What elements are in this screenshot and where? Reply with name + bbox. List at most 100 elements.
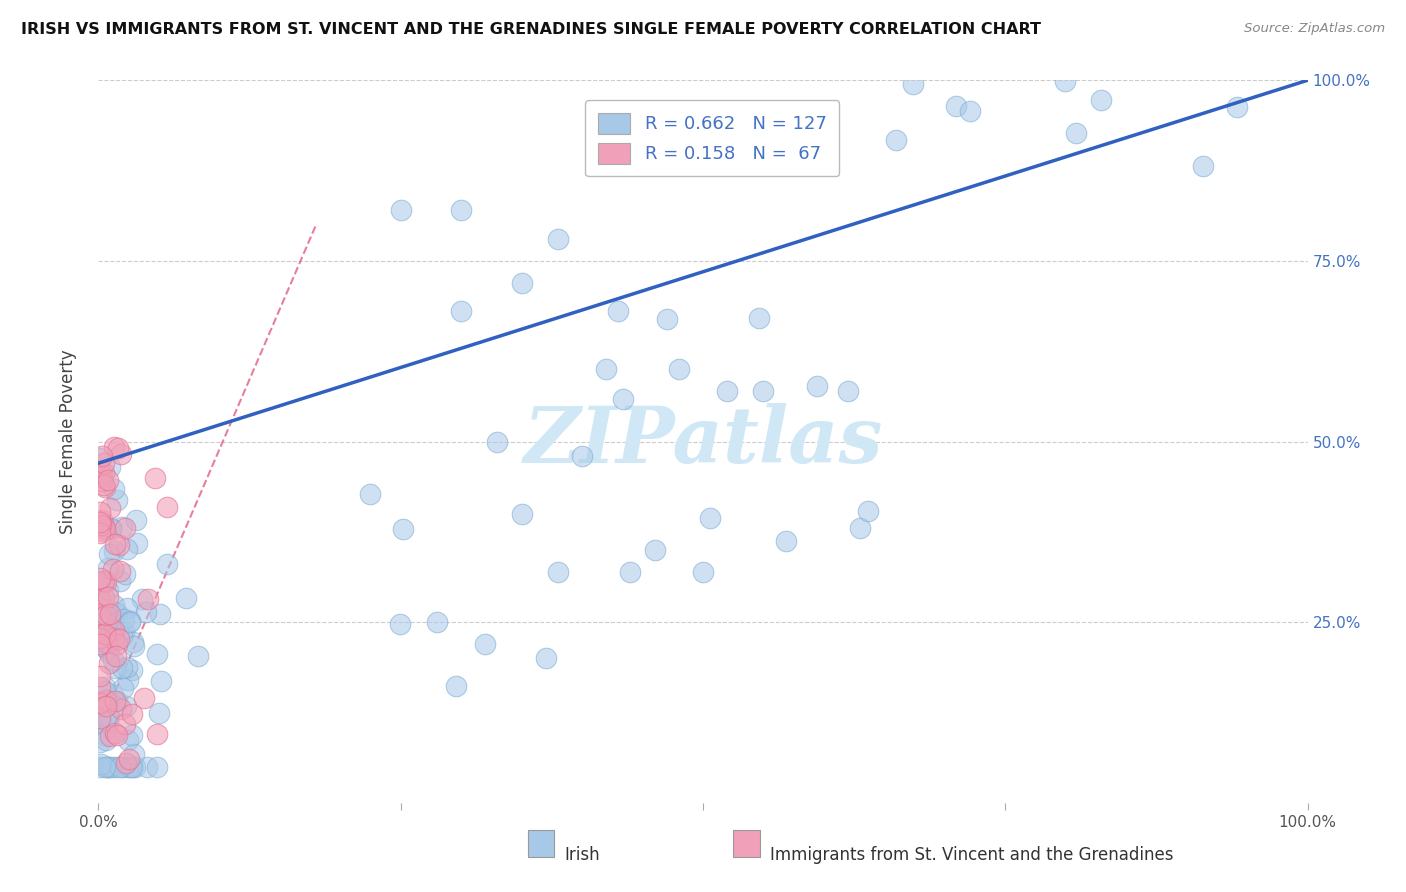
Point [125,536,148,550]
Point [156,500,179,515]
Point [143,471,166,485]
Text: Immigrants from St. Vincent and the Grenadines: Immigrants from St. Vincent and the Gren… [769,847,1173,864]
Point [114,567,136,582]
Point [97,760,120,774]
Point [89,711,111,725]
Point [98,646,121,660]
Point [100,522,122,536]
Point [96,720,118,734]
Point [111,661,134,675]
Point [96,613,118,627]
Point [474,637,496,651]
Point [115,659,138,673]
Point [103,482,125,496]
Point [90,513,112,527]
Point [959,104,981,119]
Point [89,592,111,607]
Point [103,689,125,703]
Point [1090,93,1112,107]
Point [176,591,198,606]
Point [93,627,115,641]
Point [856,503,879,517]
Point [103,440,125,454]
Point [97,635,120,649]
Point [93,456,115,470]
Point [89,760,111,774]
Point [121,663,143,677]
Point [132,690,155,705]
Point [90,517,112,532]
Point [148,706,170,720]
Point [108,632,131,646]
Point [125,513,148,527]
Point [450,304,472,318]
Text: Source: ZipAtlas.com: Source: ZipAtlas.com [1244,22,1385,36]
Point [100,521,122,535]
Point [105,649,128,664]
Point [108,760,131,774]
Point [146,727,169,741]
Point [93,466,115,480]
Point [93,478,115,492]
Point [96,693,118,707]
Point [97,560,120,574]
Point [89,525,111,540]
Point [115,600,138,615]
Text: IRISH VS IMMIGRANTS FROM ST. VINCENT AND THE GRENADINES SINGLE FEMALE POVERTY CO: IRISH VS IMMIGRANTS FROM ST. VINCENT AND… [21,22,1040,37]
Point [547,565,569,579]
Point [612,392,634,406]
Point [110,701,132,715]
Point [699,511,721,525]
Point [100,760,122,774]
Point [655,311,678,326]
Point [101,652,124,666]
Point [110,564,132,578]
Point [121,706,143,721]
Point [104,605,127,619]
Point [96,636,118,650]
Point [104,537,127,551]
Point [100,460,122,475]
Point [93,680,115,694]
Point [96,732,118,747]
Point [115,756,138,770]
Point [135,605,157,619]
Point [87,450,110,465]
Point [97,656,120,670]
Point [94,626,117,640]
Text: Irish: Irish [564,847,599,864]
Point [668,362,690,376]
Point [121,760,143,774]
Point [98,729,121,743]
Point [108,574,131,589]
Point [120,760,142,774]
Point [1064,127,1087,141]
Point [97,709,120,723]
Point [534,651,557,665]
Point [884,133,907,147]
Point [97,547,120,561]
Point [91,639,114,653]
Point [97,760,120,774]
Point [752,384,775,398]
Point [93,518,115,533]
Point [91,524,114,538]
Point [1192,159,1215,173]
Point [837,384,859,398]
Point [112,681,135,695]
Point [104,760,127,774]
Point [692,565,714,579]
Point [1226,100,1249,114]
Point [150,673,173,688]
Point [107,442,129,456]
Point [89,695,111,709]
Point [849,521,872,535]
Point [90,470,112,484]
Point [110,447,132,461]
Point [104,725,127,739]
Point [87,580,110,594]
Point [187,648,209,663]
Point [124,760,146,774]
Point [105,492,128,507]
Point [93,591,115,605]
